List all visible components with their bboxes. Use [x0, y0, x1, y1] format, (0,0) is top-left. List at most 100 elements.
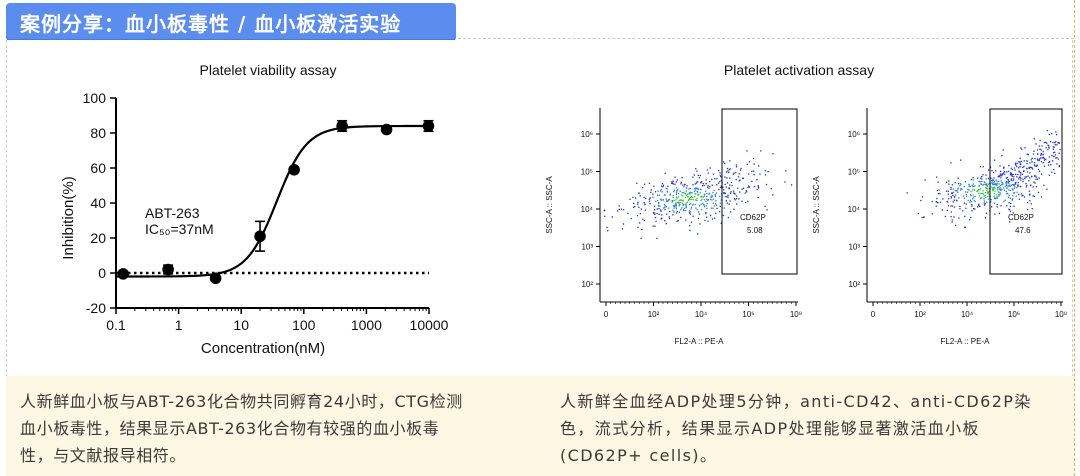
event-dot: [652, 225, 654, 227]
event-dot: [1043, 141, 1045, 144]
event-dot: [950, 186, 952, 189]
event-dot: [1054, 144, 1057, 146]
event-dot: [987, 177, 990, 180]
event-dot: [691, 192, 693, 194]
event-dot: [1025, 176, 1028, 178]
event-dot: [723, 191, 725, 194]
event-dot: [937, 202, 939, 204]
event-dot: [672, 200, 674, 202]
event-dot: [679, 203, 681, 206]
event-dot: [604, 215, 606, 217]
event-dot: [685, 219, 687, 221]
event-dot: [678, 202, 680, 204]
event-dot: [1057, 158, 1059, 160]
event-dot: [956, 200, 958, 202]
event-dot: [935, 201, 937, 203]
event-dot: [1015, 181, 1017, 184]
event-dot: [993, 195, 995, 197]
event-dot: [1018, 167, 1020, 169]
event-dot: [952, 194, 954, 197]
event-dot: [977, 190, 979, 192]
event-dot: [974, 185, 976, 187]
event-dot: [703, 184, 705, 187]
event-dot: [667, 185, 669, 187]
event-dot: [1038, 158, 1041, 160]
event-dot: [960, 159, 962, 161]
event-dot: [757, 196, 759, 199]
event-dot: [987, 183, 989, 185]
event-dot: [979, 198, 982, 200]
event-dot: [717, 182, 720, 184]
event-dot: [764, 170, 767, 172]
event-dot: [701, 209, 703, 211]
event-dot: [954, 189, 956, 192]
event-dot: [1005, 190, 1007, 193]
event-dot: [696, 190, 698, 193]
event-dot: [685, 206, 687, 208]
compound-annotation: ABT-263: [145, 205, 200, 221]
event-dot: [952, 188, 954, 190]
event-dot: [998, 175, 1000, 177]
event-dot: [664, 194, 666, 196]
event-dot: [676, 197, 678, 199]
event-dot: [666, 190, 668, 192]
chart-title: Platelet viability assay: [200, 62, 337, 78]
x-tick-label: 0: [871, 310, 876, 319]
event-dot: [679, 199, 682, 201]
event-dot: [999, 192, 1001, 194]
event-dot: [986, 201, 988, 203]
event-dot: [983, 195, 985, 197]
event-dot: [689, 211, 691, 213]
event-dot: [1038, 159, 1040, 162]
event-dot: [971, 189, 974, 191]
event-dot: [1011, 184, 1014, 186]
event-dot: [950, 211, 952, 213]
event-dot: [946, 200, 948, 203]
event-dot: [658, 208, 660, 210]
event-dot: [1001, 188, 1003, 191]
event-dot: [637, 226, 639, 228]
event-dot: [607, 230, 609, 232]
event-dot: [756, 179, 758, 181]
event-dot: [666, 199, 668, 201]
event-dot: [661, 185, 663, 187]
event-dot: [966, 191, 969, 193]
event-dot: [711, 178, 713, 181]
event-dot: [997, 191, 999, 193]
event-dot: [686, 185, 688, 187]
event-dot: [692, 176, 694, 178]
event-dot: [1007, 170, 1010, 173]
event-dot: [706, 203, 708, 205]
event-dot: [1026, 171, 1029, 173]
event-dot: [758, 187, 760, 189]
event-dot: [693, 174, 695, 176]
event-dot: [1009, 173, 1012, 175]
event-dot: [1041, 157, 1043, 159]
event-dot: [964, 226, 967, 228]
event-dot: [685, 205, 687, 207]
event-dot: [1038, 177, 1040, 179]
event-dot: [640, 208, 642, 210]
event-dot: [1024, 176, 1026, 178]
event-dot: [758, 165, 760, 167]
event-dot: [685, 194, 688, 196]
event-dot: [1013, 178, 1015, 180]
event-dot: [978, 203, 980, 205]
event-dot: [946, 181, 948, 183]
event-dot: [963, 185, 966, 188]
event-dot: [1002, 173, 1004, 175]
event-dot: [724, 176, 726, 178]
event-dot: [730, 191, 732, 193]
event-dot: [683, 191, 685, 194]
event-dot: [1054, 154, 1057, 156]
gate-label: CD62P: [1008, 213, 1034, 222]
event-dot: [663, 203, 666, 206]
event-dot: [1028, 180, 1030, 182]
event-dot: [1041, 145, 1043, 147]
event-dot: [1047, 144, 1049, 146]
event-dot: [950, 188, 952, 190]
event-dot: [978, 205, 980, 207]
event-dot: [707, 172, 709, 174]
event-dot: [696, 199, 698, 201]
event-dot: [673, 199, 675, 202]
